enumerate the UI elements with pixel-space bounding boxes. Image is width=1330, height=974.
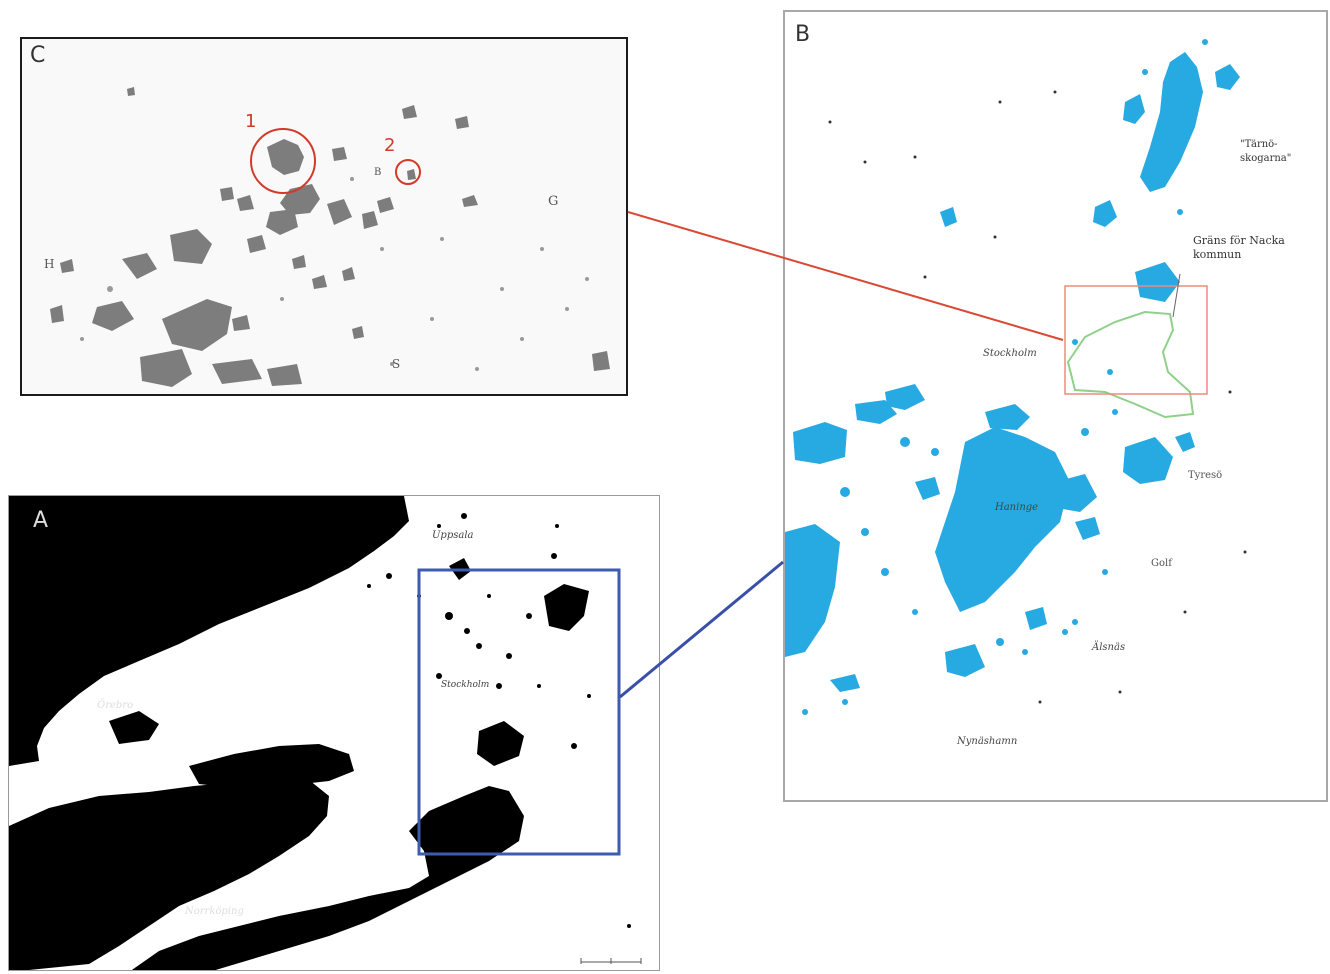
panel-b-lakes <box>785 39 1247 715</box>
label-nacka-border-line1: Gräns för Nacka <box>1193 234 1285 247</box>
label-tarnoskogarna-line1: "Tärnö- <box>1240 139 1278 150</box>
circle-1-label: 1 <box>245 111 257 132</box>
place-uppsala: Uppsala <box>432 530 474 541</box>
panel-c-label: C <box>30 43 46 68</box>
panel-b-label: B <box>795 22 811 47</box>
label-tarnoskogarna-line2: skogarna" <box>1240 153 1292 164</box>
place-norrkoping: Norrköping <box>185 906 244 917</box>
label-nacka-border-line2: kommun <box>1193 248 1242 261</box>
letter-h: H <box>44 257 55 271</box>
panel-c-detail-map: C 1 2 G H S B <box>20 37 628 396</box>
panel-a-overview-map: A Uppsala Örebro Stockholm Norrköping <box>8 495 660 971</box>
circle-2-label: 2 <box>384 135 396 156</box>
letter-s: S <box>392 357 401 371</box>
label-nacka-border: Gräns för Nacka kommun <box>1193 234 1285 262</box>
panel-a-label: A <box>33 508 49 533</box>
place-tyreso: Tyresö <box>1188 470 1223 481</box>
letter-b: B <box>374 167 382 178</box>
place-stockholm: Stockholm <box>441 680 490 690</box>
panel-b-lake-map: B "Tärnö- skogarna" Gräns för Nacka komm… <box>783 10 1328 802</box>
place-golf: Golf <box>1151 558 1172 569</box>
place-alsnas: Älsnäs <box>1092 642 1126 653</box>
place-orebro: Örebro <box>97 700 134 711</box>
letter-g: G <box>548 194 559 209</box>
place-nynashamn: Nynäshamn <box>957 736 1018 747</box>
label-tarnoskogarna: "Tärnö- skogarna" <box>1240 138 1291 166</box>
panel-c-patches <box>50 87 610 387</box>
panel-a-water-mask <box>9 496 642 970</box>
place-haninge: Haninge <box>995 502 1039 513</box>
place-stockholm-b: Stockholm <box>983 348 1037 359</box>
